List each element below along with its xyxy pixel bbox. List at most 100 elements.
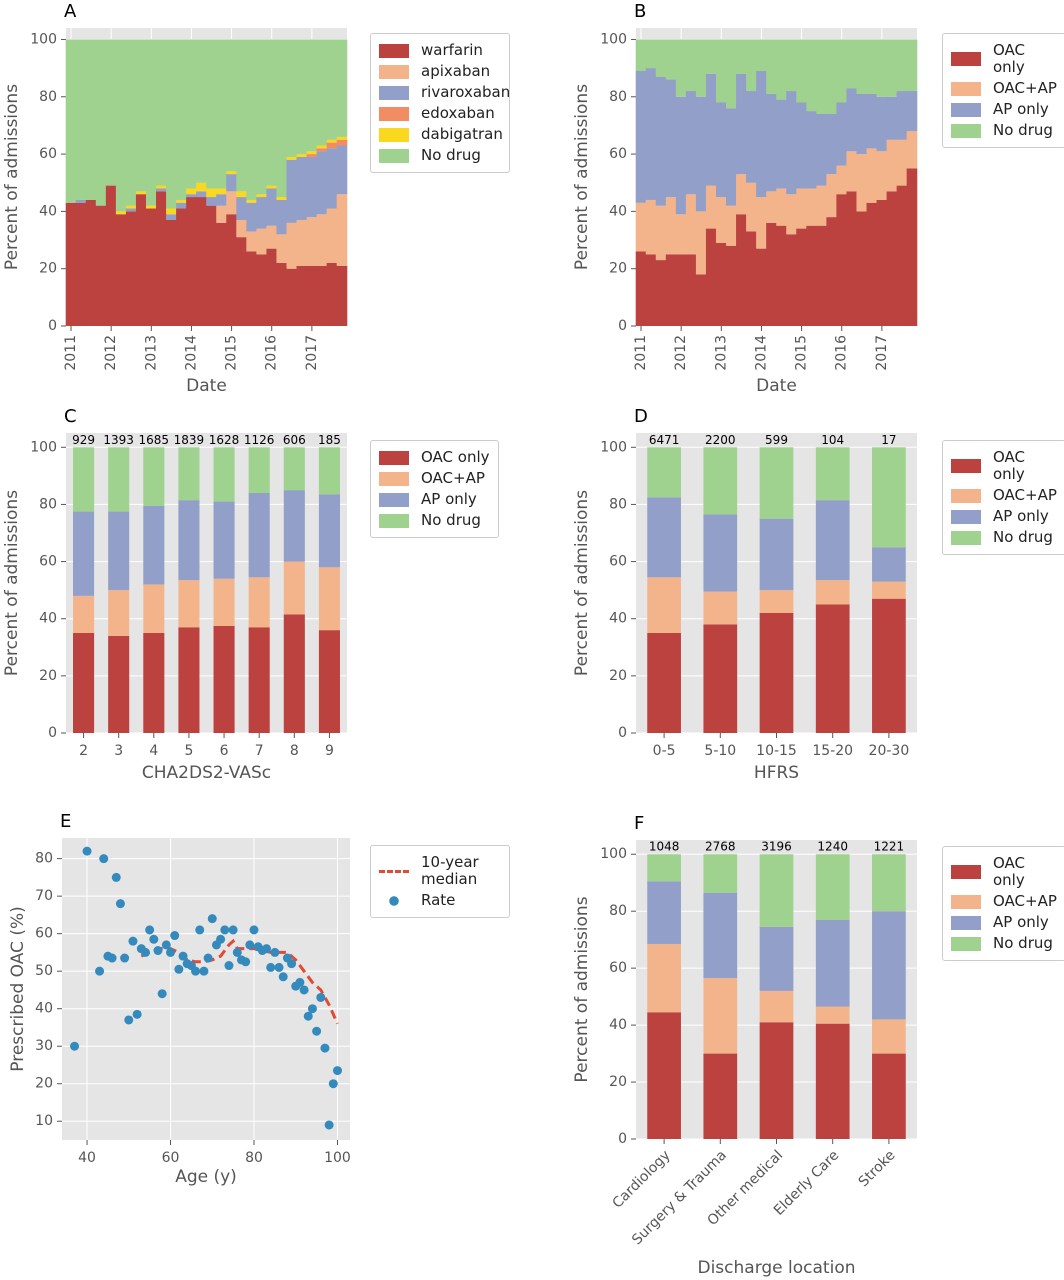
data-point <box>95 966 105 976</box>
panel-letter: F <box>634 813 644 834</box>
bar-segment <box>143 584 165 633</box>
bar-segment <box>647 577 681 633</box>
bar-segment <box>896 139 908 186</box>
bar-segment <box>336 265 348 326</box>
bar-segment <box>156 185 167 189</box>
bar-segment <box>336 145 348 195</box>
y-tick-label: 80 <box>35 851 53 867</box>
bar-segment <box>178 500 200 581</box>
count-label: 1685 <box>139 433 170 447</box>
data-point <box>120 953 130 963</box>
data-point <box>203 953 213 963</box>
y-tick-label: 0 <box>618 725 627 741</box>
legend-swatch <box>951 915 981 930</box>
bar-segment <box>196 39 207 183</box>
bar-segment <box>276 199 288 235</box>
bar-segment <box>705 39 717 74</box>
bar-segment <box>635 39 647 71</box>
bar-segment <box>645 39 657 69</box>
legend-entry: OAC+AP <box>379 470 490 487</box>
bar-segment <box>135 39 147 192</box>
data-point <box>278 972 288 982</box>
bar-segment <box>766 191 777 223</box>
legend-label: AP only <box>993 913 1049 931</box>
bar-segment <box>815 1006 850 1024</box>
bar-segment <box>286 156 298 160</box>
bar-segment <box>806 188 817 226</box>
count-label: 2200 <box>705 433 736 447</box>
bar-segment <box>256 39 268 195</box>
x-tick-label: 20-30 <box>869 743 910 759</box>
data-point <box>132 1009 142 1019</box>
bar-segment <box>872 598 906 733</box>
legend-label: No drug <box>421 146 481 164</box>
legend-entry: No drug <box>951 122 1057 139</box>
bar-segment <box>826 174 838 218</box>
legend-label: OAC only <box>993 854 1026 889</box>
legend-entry: OAC+AP <box>951 487 1057 504</box>
bar-segment <box>196 191 207 198</box>
bar-segment <box>846 88 858 152</box>
data-point <box>124 1015 134 1025</box>
legend-label: apixaban <box>421 62 491 80</box>
bar-segment <box>746 182 757 232</box>
x-tick-label: 9 <box>325 743 334 759</box>
bar-segment <box>896 91 908 140</box>
bar-segment <box>65 39 77 203</box>
bar-segment <box>645 254 657 326</box>
bar-segment <box>705 73 717 186</box>
x-tick-label: 0-5 <box>653 743 676 759</box>
bar-segment <box>125 205 137 209</box>
legend-label: 10-year median <box>421 853 479 888</box>
legend-entry: apixaban <box>379 63 501 80</box>
legend-entry: edoxaban <box>379 105 501 122</box>
data-point <box>145 925 155 935</box>
bar-segment <box>283 561 305 615</box>
data-point <box>312 1026 322 1036</box>
x-tick-label: 2012 <box>673 335 689 371</box>
bar-segment <box>635 70 647 203</box>
count-label: 1628 <box>209 433 240 447</box>
data-point <box>174 964 184 974</box>
bar-segment <box>816 225 827 326</box>
bar-segment <box>213 578 235 626</box>
legend-label: AP only <box>993 507 1049 525</box>
y-tick-label: 80 <box>609 89 627 105</box>
x-axis-label: Age (y) <box>175 1167 237 1187</box>
bar-segment <box>318 447 340 495</box>
legend-swatch <box>379 127 409 142</box>
y-tick-label: 100 <box>600 31 627 47</box>
bar-segment <box>815 580 850 605</box>
bar-segment <box>826 217 838 326</box>
bar-segment <box>226 214 237 326</box>
count-label: 2768 <box>705 840 736 854</box>
bar-segment <box>806 111 817 189</box>
y-tick-label: 30 <box>35 1038 53 1054</box>
bar-segment <box>266 225 278 249</box>
legend-swatch <box>951 894 981 909</box>
legend-swatch <box>379 893 409 908</box>
bar-segment <box>95 205 107 326</box>
bar-segment <box>276 197 288 200</box>
y-axis-label: Percent of admissions <box>572 896 592 1082</box>
data-point <box>99 854 109 864</box>
bar-segment <box>647 943 681 1013</box>
bar-segment <box>73 511 95 596</box>
bar-segment <box>216 222 227 326</box>
bar-segment <box>266 248 278 326</box>
bar-segment <box>665 254 677 326</box>
bar-segment <box>256 254 268 326</box>
bar-segment <box>759 990 794 1023</box>
legend-label: No drug <box>993 934 1053 952</box>
legend: OAC only OAC+AP AP only No drug <box>942 846 1064 961</box>
legend-swatch <box>379 43 409 58</box>
data-point <box>207 914 217 924</box>
data-point <box>115 899 125 909</box>
bar-segment <box>196 197 207 326</box>
x-tick-label: 10-15 <box>756 743 797 759</box>
bar-segment <box>816 113 827 186</box>
bar-segment <box>283 490 305 562</box>
bar-segment <box>786 39 797 92</box>
x-tick-label: 2017 <box>874 335 890 371</box>
legend: OAC only OAC+AP AP only No drug <box>370 440 499 538</box>
